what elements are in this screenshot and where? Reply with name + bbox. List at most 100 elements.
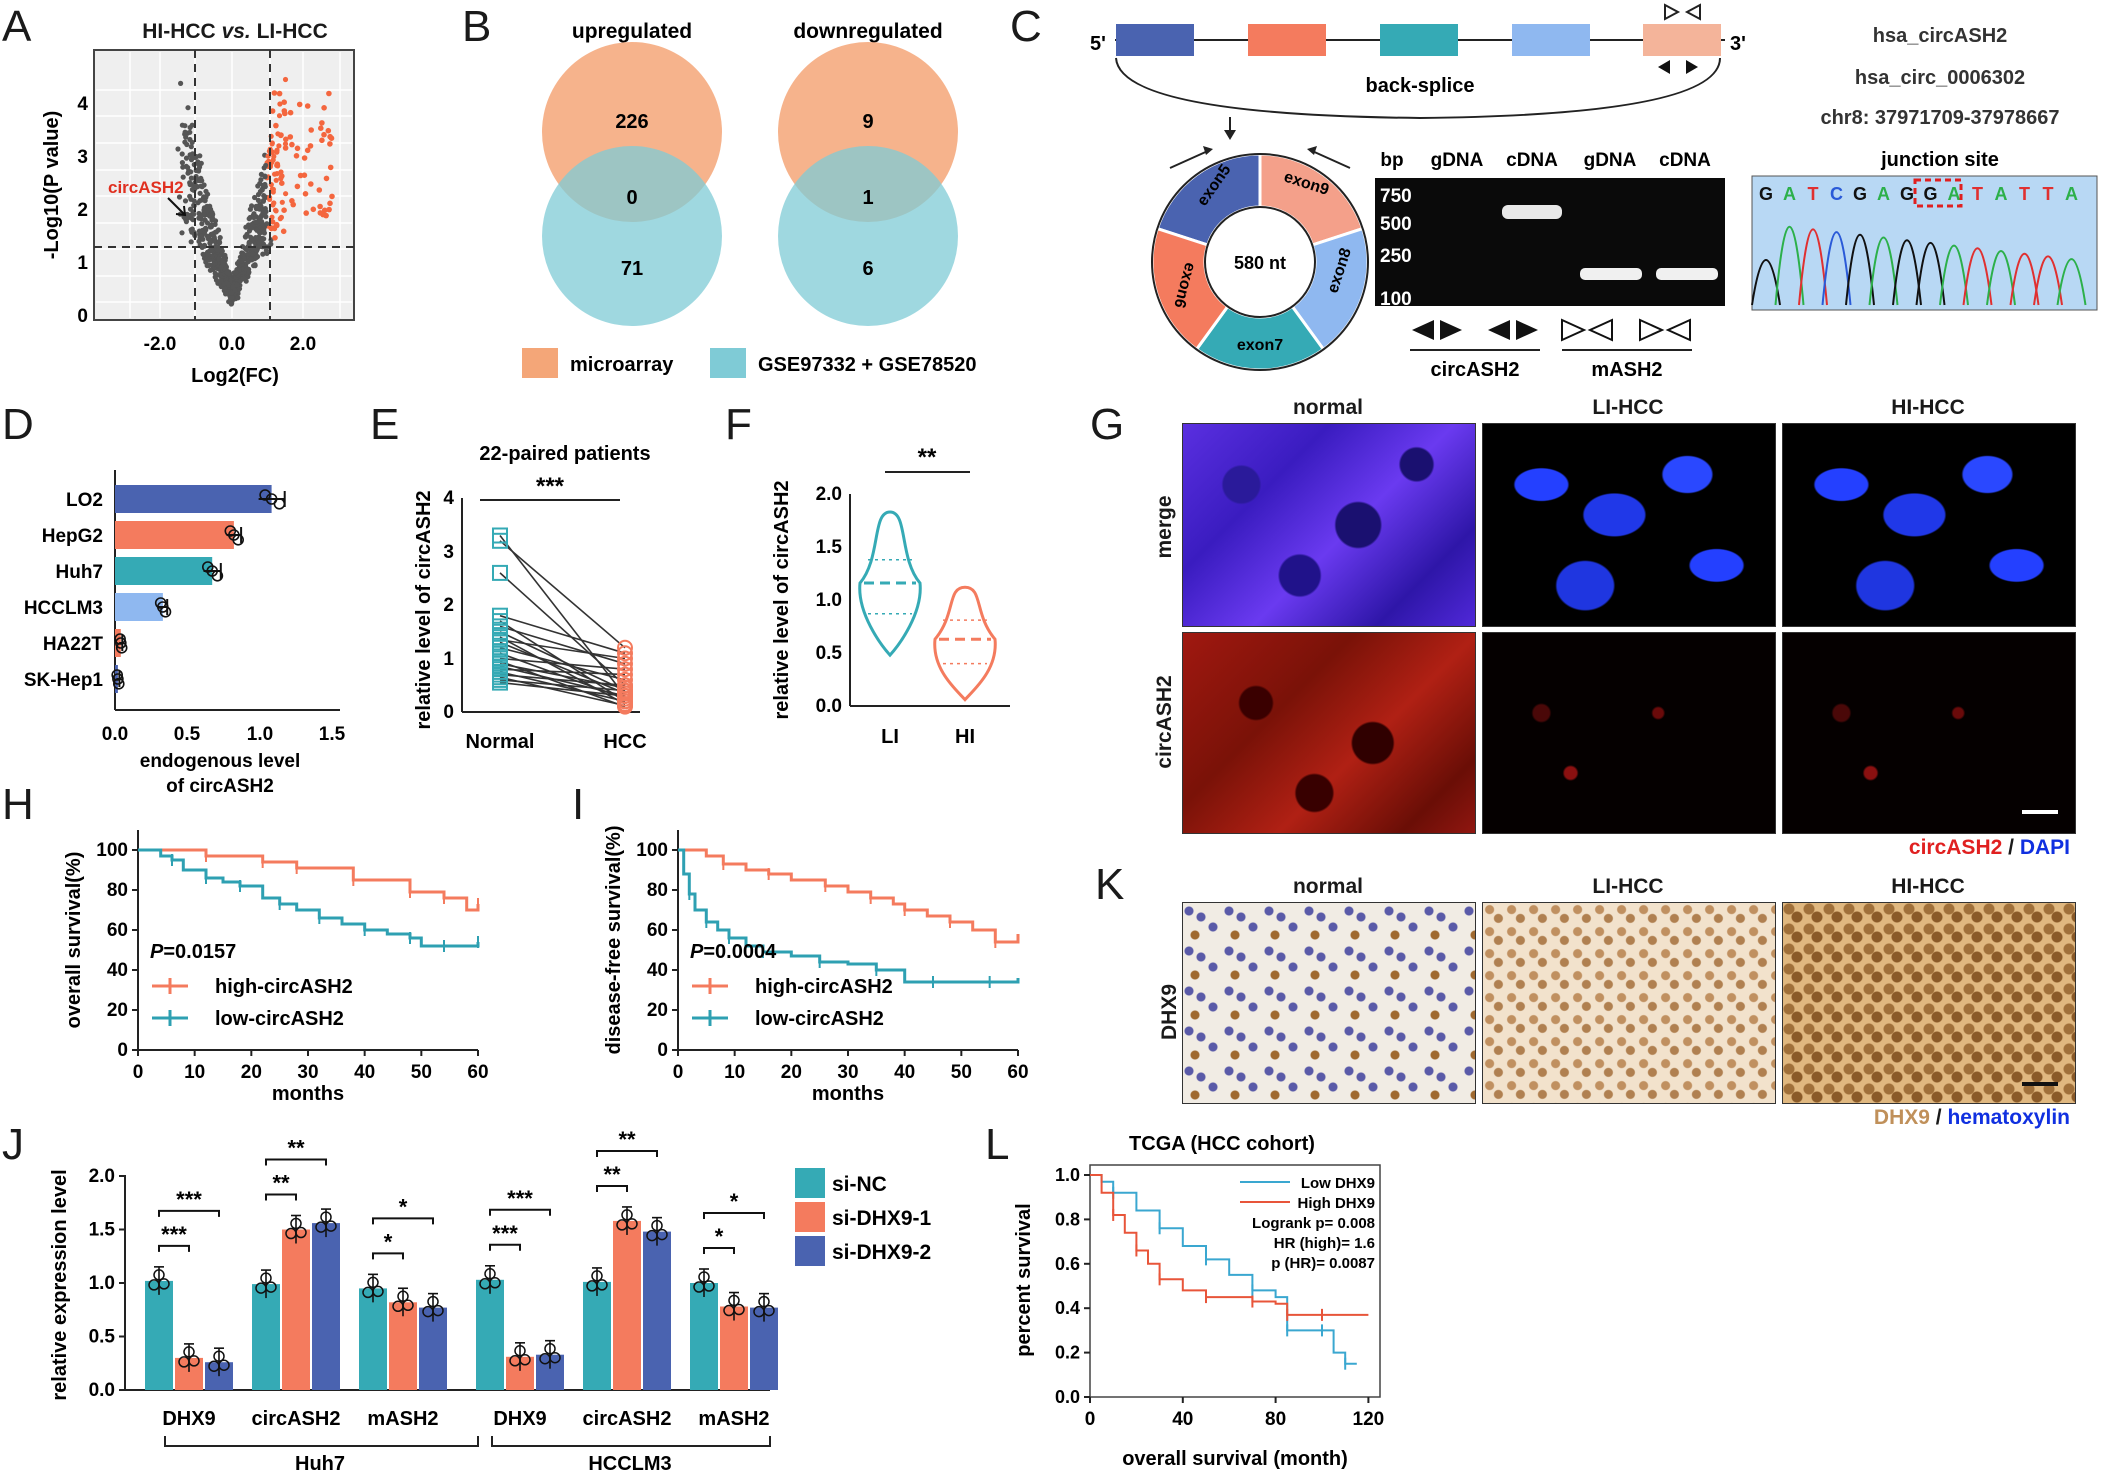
j-point	[519, 1354, 531, 1366]
fish-merge-li	[1482, 423, 1776, 627]
e-title: 22-paired patients	[479, 443, 650, 465]
j-bar	[252, 1284, 280, 1390]
j-point	[290, 1217, 302, 1230]
primer-glyph	[1639, 318, 1665, 342]
volcano-point	[179, 160, 185, 166]
ihc-normal	[1182, 902, 1476, 1104]
j-bar	[145, 1280, 173, 1390]
volcano-point	[272, 171, 278, 177]
h-xticks: 0 10 20 30 40 50 60	[133, 1062, 489, 1083]
volcano-point	[196, 238, 202, 244]
j-sig: ***	[161, 1222, 187, 1247]
j-point	[372, 1285, 384, 1298]
sequence-base: T	[1808, 184, 1819, 204]
j-sig: *	[730, 1189, 739, 1214]
km-ytick: 0.6	[1055, 1254, 1080, 1274]
j-sig: ***	[507, 1186, 533, 1211]
sequence-base: A	[1783, 184, 1796, 204]
venn-legend-label-1: microarray	[570, 354, 674, 376]
j-point	[188, 1355, 200, 1367]
volcano-point	[219, 248, 225, 254]
j-sig-bracket	[372, 1217, 434, 1225]
venn-legend-label-2: GSE97332 + GSE78520	[758, 354, 977, 376]
volcano-point	[269, 141, 275, 147]
primer-glyph	[1412, 320, 1434, 340]
km-ytick: 100	[96, 840, 128, 861]
backsplice-arc	[1115, 57, 1721, 120]
km-xtick: 120	[1353, 1409, 1385, 1430]
fish-red-li	[1482, 632, 1776, 834]
km-ytick: 0	[117, 1040, 128, 1061]
sequence-base: G	[1759, 184, 1773, 204]
sequence-base: A	[1948, 184, 1961, 204]
e-hcc-point	[617, 666, 633, 683]
volcano-arrowhead	[175, 205, 187, 217]
volcano-point	[200, 236, 206, 242]
f-violins	[858, 510, 997, 702]
km-ytick: 80	[647, 880, 668, 901]
j-sig-bracket	[489, 1243, 521, 1251]
volcano-point	[323, 212, 329, 219]
volcano-point	[260, 182, 266, 188]
f-xcat: HI	[955, 726, 975, 748]
volcano-point	[199, 184, 205, 190]
km-xtick: 0	[133, 1062, 144, 1083]
km-curve	[138, 848, 480, 948]
g-legend-b: DAPI	[2019, 836, 2070, 859]
volcano-point	[304, 103, 311, 109]
km-ytick: 60	[647, 920, 668, 941]
volcano-point	[326, 90, 332, 97]
f-ytick: 0.5	[816, 643, 843, 664]
volcano-point	[187, 129, 193, 135]
km-xtick: 20	[241, 1062, 262, 1083]
j-point	[514, 1345, 526, 1357]
volcano-point	[210, 216, 216, 222]
volcano-point	[280, 228, 287, 235]
volcano-point	[279, 199, 285, 205]
f-ylabel: relative level of circASH2	[771, 480, 793, 719]
sequence-base: T	[1972, 184, 1983, 204]
volcano-point	[215, 247, 221, 253]
primer-arrow-left	[1169, 149, 1211, 169]
j-point	[626, 1218, 638, 1230]
e-pair-line	[499, 636, 626, 705]
j-point	[402, 1299, 414, 1312]
exon-block	[1512, 24, 1590, 56]
j-xcats: DHX9 circASH2 mASH2 DHX9 circASH2 mASH2	[162, 1408, 769, 1430]
j-sig-bracket	[489, 1208, 551, 1216]
volcano-yticks: 0 1 2 3 4	[77, 94, 88, 327]
volcano-ytick: 2	[77, 200, 88, 221]
volcano-point	[257, 206, 263, 212]
j-xcat: DHX9	[162, 1408, 215, 1430]
d-category: LO2	[66, 490, 103, 511]
volcano-point	[224, 269, 230, 275]
j-sig-bracket	[596, 1184, 628, 1192]
j-point	[549, 1351, 561, 1364]
j-point	[158, 1278, 170, 1290]
km-curve	[1090, 1174, 1357, 1365]
km-ytick: 0.8	[1055, 1209, 1080, 1229]
volcano-point	[200, 251, 206, 257]
d-category: HepG2	[42, 526, 103, 547]
volcano-point	[180, 164, 186, 170]
d-category: Huh7	[56, 562, 104, 583]
j-sig: **	[618, 1127, 636, 1152]
sequence-base: T	[2019, 184, 2030, 204]
e-pair-line	[499, 639, 626, 660]
e-pair-line	[499, 641, 626, 695]
volcano-point	[327, 200, 333, 207]
chromatogram-peak	[2009, 253, 2040, 306]
j-point	[295, 1226, 307, 1239]
volcano-point	[294, 145, 301, 152]
volcano-point	[276, 113, 283, 119]
volcano-point	[254, 227, 260, 233]
km-ytick: 40	[647, 960, 668, 981]
fish-merge-normal	[1182, 423, 1476, 627]
g-col-normal: normal	[1292, 396, 1363, 419]
j-sig-bracket	[703, 1247, 735, 1254]
e-pair-line	[499, 572, 626, 686]
volcano-point	[180, 174, 186, 180]
venn-right-bottom-circle	[778, 146, 958, 326]
chromatogram-peak	[1798, 228, 1828, 306]
volcano-point	[276, 143, 282, 149]
